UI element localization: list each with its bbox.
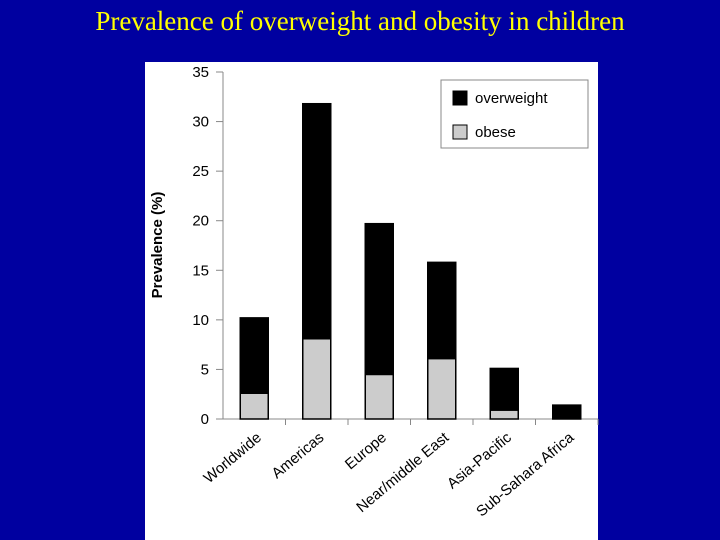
y-tick-label: 15 bbox=[192, 262, 209, 279]
bar-segment bbox=[427, 261, 457, 360]
y-tick-label: 35 bbox=[192, 64, 209, 81]
bar-segment bbox=[239, 317, 269, 394]
bar-segment bbox=[552, 404, 582, 420]
legend-label: overweight bbox=[475, 90, 548, 107]
legend-swatch bbox=[452, 90, 468, 106]
legend-swatch bbox=[452, 124, 468, 140]
y-tick-label: 20 bbox=[192, 213, 209, 230]
y-tick-label: 0 bbox=[201, 411, 209, 428]
bar-segment bbox=[489, 409, 519, 420]
y-tick-label: 10 bbox=[192, 312, 209, 329]
y-tick-label: 30 bbox=[192, 114, 209, 131]
bar-segment bbox=[239, 392, 269, 420]
bar-segment bbox=[364, 222, 394, 376]
chart-title: Prevalence of overweight and obesity in … bbox=[95, 6, 625, 36]
bar-segment bbox=[302, 337, 332, 420]
bar-segment bbox=[427, 357, 457, 420]
bar-segment bbox=[364, 373, 394, 420]
bar-segment bbox=[302, 102, 332, 340]
y-tick-label: 5 bbox=[201, 361, 209, 378]
y-axis-label: Prevalence (%) bbox=[149, 192, 166, 299]
bar-segment bbox=[489, 367, 519, 411]
y-tick-label: 25 bbox=[192, 163, 209, 180]
legend-label: obese bbox=[475, 124, 516, 141]
